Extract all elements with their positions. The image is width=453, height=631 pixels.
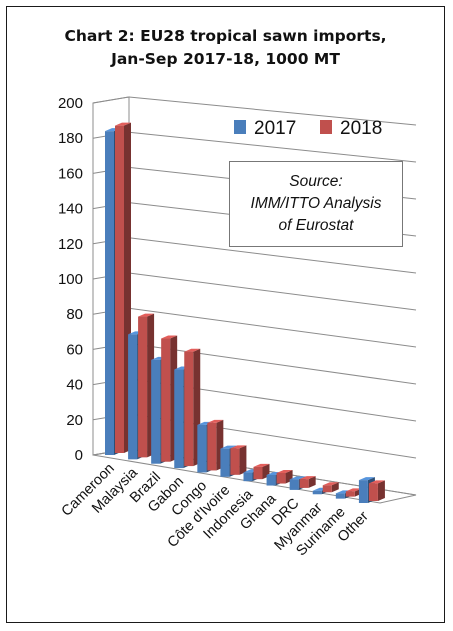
source-annotation: Source: IMM/ITTO Analysis of Eurostat bbox=[229, 161, 403, 247]
bar-front bbox=[128, 334, 138, 460]
legend-label: 2017 bbox=[254, 118, 296, 139]
bar-top bbox=[299, 476, 316, 480]
bar-top bbox=[253, 463, 270, 467]
bar-front bbox=[243, 472, 253, 482]
chart-frame: Chart 2: EU28 tropical sawn imports, Jan… bbox=[6, 6, 445, 623]
bar-front bbox=[105, 131, 114, 455]
bar-top bbox=[161, 335, 178, 339]
legend: 2017 2018 bbox=[234, 118, 382, 139]
gridline bbox=[128, 131, 417, 163]
bar-top bbox=[138, 313, 155, 317]
bar-front bbox=[253, 466, 263, 480]
y-tick-label: 100 bbox=[58, 271, 83, 288]
bar-front bbox=[161, 338, 171, 462]
bar-top bbox=[184, 348, 201, 352]
bar-front bbox=[368, 483, 378, 501]
bar-top bbox=[115, 122, 131, 126]
y-tick-label: 160 bbox=[58, 165, 83, 182]
chart-title-line: Chart 2: EU28 tropical sawn imports, bbox=[64, 27, 387, 45]
bar-front bbox=[207, 422, 217, 471]
bar-front bbox=[197, 424, 207, 473]
bar-front bbox=[115, 125, 124, 453]
bar-2018 bbox=[230, 445, 247, 475]
y-tick-label: 80 bbox=[66, 306, 83, 323]
bar-front bbox=[138, 316, 148, 458]
gridline bbox=[128, 237, 417, 274]
bar-front bbox=[184, 351, 194, 467]
gridline bbox=[128, 96, 417, 126]
y-tick-label: 140 bbox=[58, 201, 83, 218]
y-tick-label: 120 bbox=[58, 236, 83, 253]
bar-front bbox=[289, 479, 299, 490]
y-tick-label: 20 bbox=[66, 412, 83, 429]
y-tick-label: 200 bbox=[58, 95, 83, 112]
bar-front bbox=[151, 359, 161, 464]
bar-front bbox=[220, 448, 230, 477]
chart-subtitle-line: Jan-Sep 2017-18, 1000 MT bbox=[111, 50, 340, 68]
bar-side bbox=[308, 476, 316, 488]
source-line-1: Source: bbox=[289, 173, 343, 190]
bars bbox=[105, 122, 385, 503]
legend-label: 2018 bbox=[340, 118, 382, 139]
legend-swatch bbox=[320, 120, 332, 134]
bar-front bbox=[345, 491, 355, 497]
bar-top bbox=[207, 419, 224, 423]
bar-top bbox=[322, 482, 339, 486]
bar-front bbox=[266, 474, 276, 486]
bar-top bbox=[345, 488, 362, 492]
bar-top bbox=[220, 445, 237, 449]
chart-title: Chart 2: EU28 tropical sawn imports, Jan… bbox=[7, 25, 444, 71]
bar-front bbox=[335, 493, 345, 499]
bar-top bbox=[358, 477, 375, 481]
source-line-3: of Eurostat bbox=[278, 217, 354, 234]
gridline-side bbox=[92, 96, 130, 104]
gridline bbox=[128, 272, 417, 311]
y-tick-label: 180 bbox=[58, 130, 83, 147]
y-tick-label: 0 bbox=[75, 447, 83, 464]
bar-side bbox=[239, 445, 247, 475]
bar-front bbox=[358, 480, 368, 503]
bar-top bbox=[276, 469, 293, 473]
bar-2018 bbox=[368, 480, 385, 501]
bar-front bbox=[174, 369, 184, 469]
gridline bbox=[128, 307, 417, 348]
y-tick-label: 60 bbox=[66, 341, 83, 358]
y-tick-label: 40 bbox=[66, 377, 83, 394]
bar-side bbox=[331, 482, 339, 493]
bar-top bbox=[289, 476, 306, 480]
bar-2018 bbox=[299, 476, 316, 488]
bar-top bbox=[368, 480, 385, 484]
bar-front bbox=[312, 490, 322, 495]
bar-front bbox=[276, 472, 286, 484]
bar-2018 bbox=[322, 482, 339, 493]
bar-front bbox=[299, 479, 309, 488]
bar-side bbox=[377, 480, 385, 501]
bar-top bbox=[230, 445, 247, 449]
legend-swatch bbox=[234, 120, 246, 134]
source-line-2: IMM/ITTO Analysis bbox=[250, 195, 382, 212]
bar-front bbox=[322, 485, 332, 493]
bar-front bbox=[230, 448, 240, 475]
